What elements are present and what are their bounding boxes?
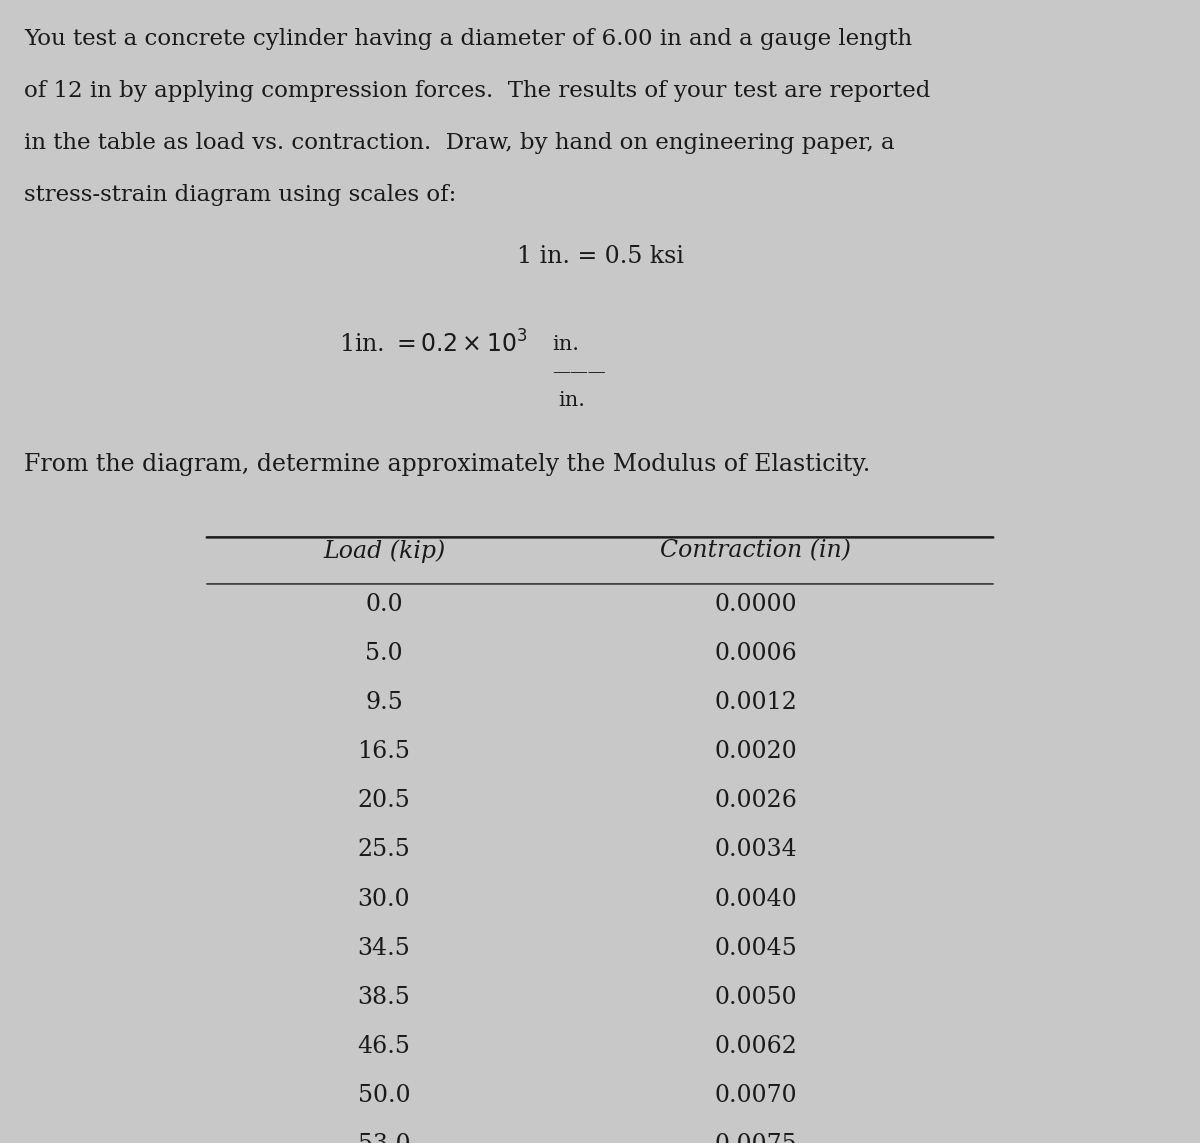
- Text: 0.0070: 0.0070: [715, 1084, 797, 1106]
- Text: 0.0026: 0.0026: [714, 790, 798, 813]
- Text: 30.0: 30.0: [358, 887, 410, 911]
- Text: ———: ———: [552, 363, 606, 381]
- Text: 16.5: 16.5: [358, 741, 410, 764]
- Text: 0.0062: 0.0062: [714, 1034, 798, 1057]
- Text: 0.0040: 0.0040: [715, 887, 797, 911]
- Text: 0.0075: 0.0075: [715, 1133, 797, 1143]
- Text: Contraction (in): Contraction (in): [660, 539, 852, 562]
- Text: 46.5: 46.5: [358, 1034, 410, 1057]
- Text: 20.5: 20.5: [358, 790, 410, 813]
- Text: You test a concrete cylinder having a diameter of 6.00 in and a gauge length: You test a concrete cylinder having a di…: [24, 29, 912, 50]
- Text: 0.0012: 0.0012: [714, 692, 798, 714]
- Text: in.: in.: [552, 335, 580, 353]
- Text: 0.0045: 0.0045: [715, 936, 797, 959]
- Text: stress-strain diagram using scales of:: stress-strain diagram using scales of:: [24, 184, 456, 206]
- Text: 0.0020: 0.0020: [715, 741, 797, 764]
- Text: in.: in.: [558, 391, 586, 410]
- Text: 9.5: 9.5: [365, 692, 403, 714]
- Text: 1in. $= 0.2 \times 10^{3}$: 1in. $= 0.2 \times 10^{3}$: [340, 330, 528, 357]
- Text: 25.5: 25.5: [358, 839, 410, 862]
- Text: 38.5: 38.5: [358, 985, 410, 1008]
- Text: 34.5: 34.5: [358, 936, 410, 959]
- Text: Load (kip): Load (kip): [323, 539, 445, 562]
- Text: 53.0: 53.0: [358, 1133, 410, 1143]
- Text: 0.0006: 0.0006: [715, 642, 797, 665]
- Text: 0.0050: 0.0050: [715, 985, 797, 1008]
- Text: 0.0: 0.0: [365, 593, 403, 616]
- Text: of 12 in by applying compression forces.  The results of your test are reported: of 12 in by applying compression forces.…: [24, 80, 930, 102]
- Text: 0.0034: 0.0034: [715, 839, 797, 862]
- Text: 0.0000: 0.0000: [715, 593, 797, 616]
- Text: in the table as load vs. contraction.  Draw, by hand on engineering paper, a: in the table as load vs. contraction. Dr…: [24, 131, 895, 154]
- Text: 1 in. = 0.5 ksi: 1 in. = 0.5 ksi: [516, 245, 684, 269]
- Text: 50.0: 50.0: [358, 1084, 410, 1106]
- Text: 5.0: 5.0: [365, 642, 403, 665]
- Text: From the diagram, determine approximately the Modulus of Elasticity.: From the diagram, determine approximatel…: [24, 453, 870, 475]
